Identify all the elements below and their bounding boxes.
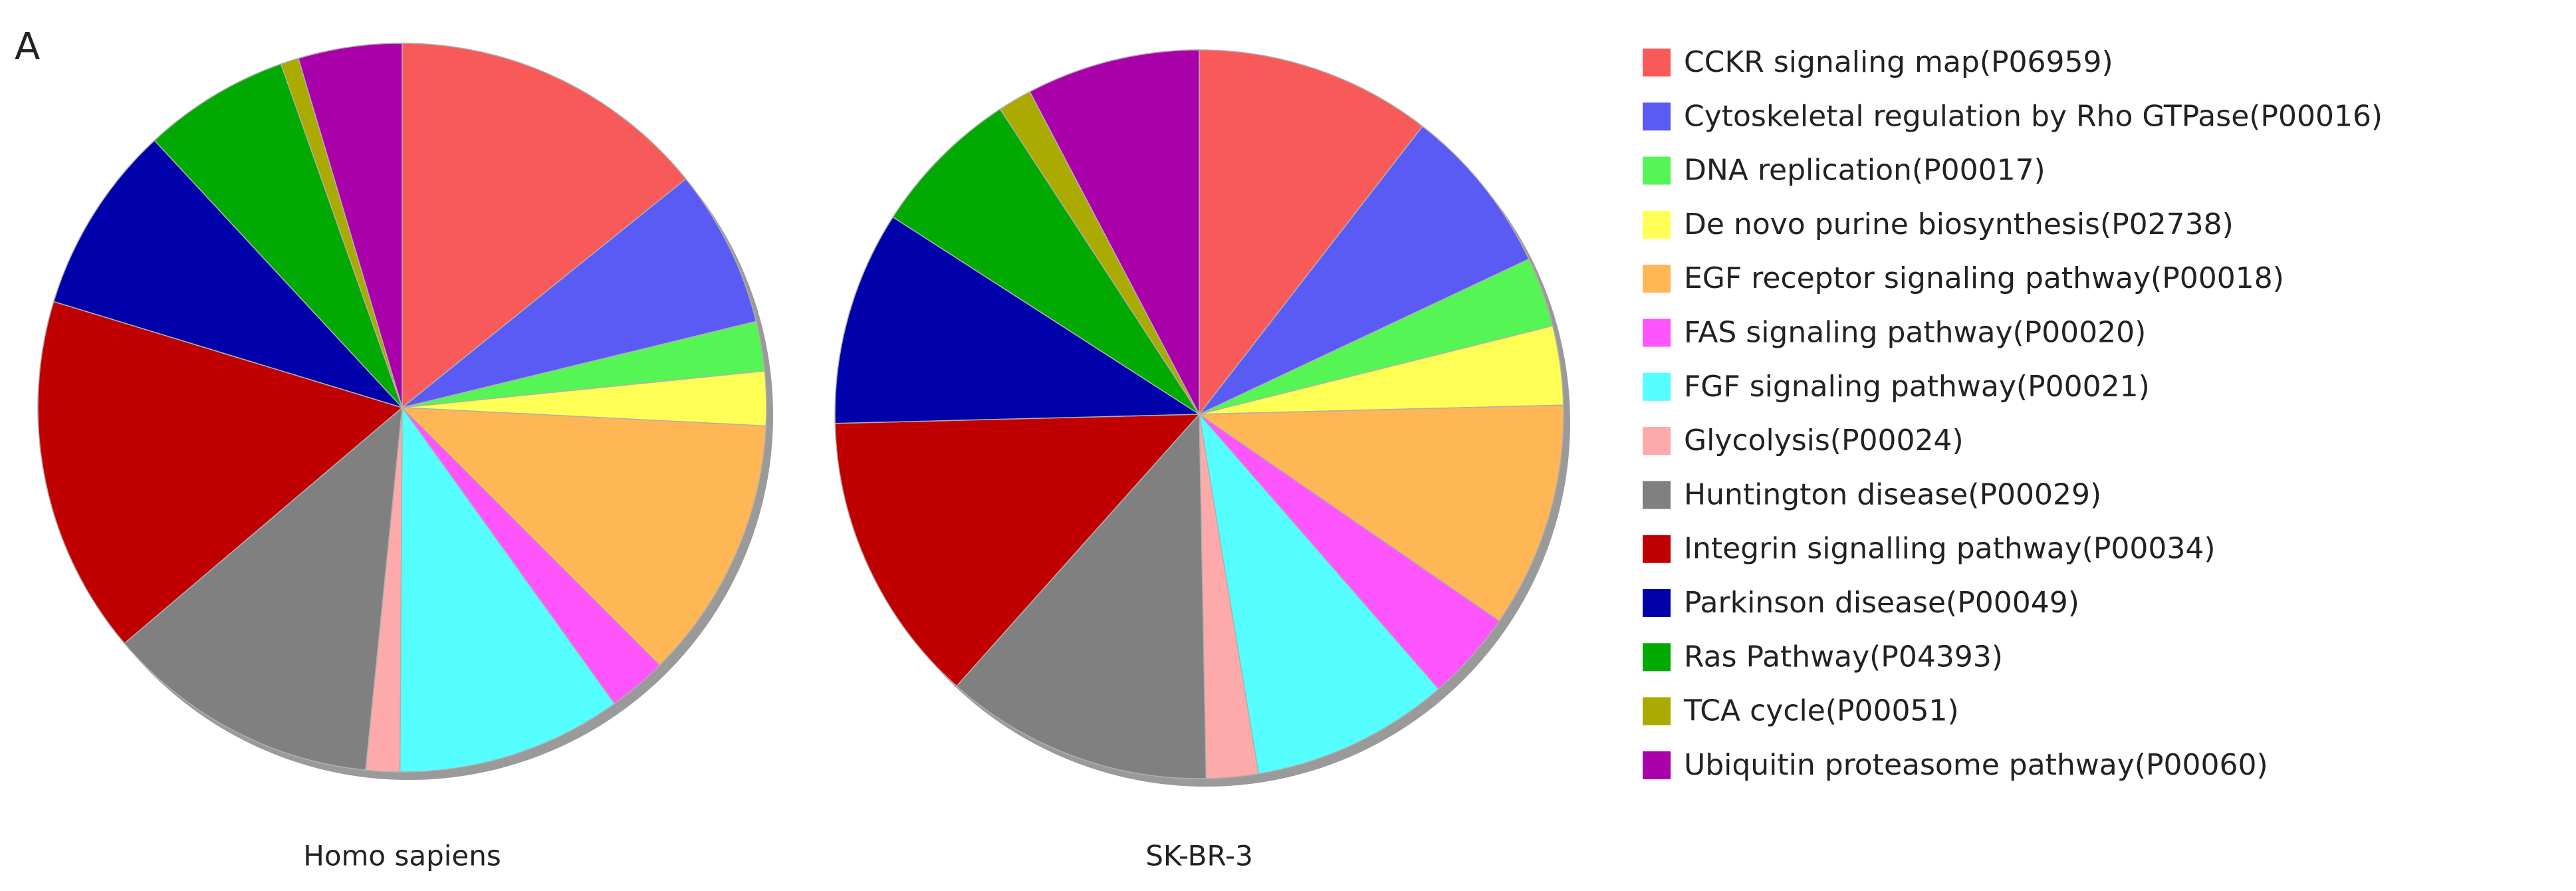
legend-label: CCKR signaling map(P06959) [1684,45,2113,79]
panel-label: A [15,25,40,68]
legend-label: Huntington disease(P00029) [1684,477,2101,511]
pie-slice [1029,49,1200,415]
legend-swatch [1643,318,1671,347]
legend-label: DNA replication(P00017) [1684,154,2046,188]
legend-swatch [1643,481,1671,509]
legend-label: TCA cycle(P00051) [1683,694,1959,728]
pie-slice [1197,404,1564,622]
legend-label: Parkinson disease(P00049) [1684,586,2079,620]
legend-swatch [1643,535,1671,563]
legend-swatch [1643,156,1671,185]
pie-slice [124,406,403,771]
legend-label: FAS signaling pathway(P00020) [1684,316,2146,350]
legend-swatch [1643,210,1671,239]
legend-label: Cytoskeletal regulation by Rho GTPase(P0… [1684,99,2383,133]
pie-slice [1199,125,1530,415]
pie-slice [1198,412,1439,775]
legend-label: De novo purine biosynthesis(P02738) [1684,207,2234,241]
legend-swatch [1643,372,1671,401]
legend-label: Ras Pathway(P04393) [1684,640,2003,674]
legend-label: Glycolysis(P00024) [1684,424,1964,457]
pie-title: SK-BR-3 [1145,840,1253,872]
legend-swatch [1643,697,1671,725]
legend-label: FGF signaling pathway(P00021) [1684,370,2150,404]
pie-slice [1199,49,1423,416]
legend-label: EGF receptor signaling pathway(P00018) [1684,261,2284,295]
pie-slice [834,414,1201,687]
legend-label: Ubiquitin proteasome pathway(P00060) [1684,748,2268,782]
pie-slice [892,108,1200,415]
legend-swatch [1643,265,1671,293]
legend-swatch [1643,589,1671,617]
pie-slice [834,216,1201,424]
legend-swatch [1643,643,1671,672]
pie-slice [399,406,616,773]
pie-slice [955,413,1207,779]
legend-swatch [1643,49,1671,76]
pie-title: Homo sapiens [303,840,501,872]
pie-slice [402,43,687,409]
pie-slice [401,407,767,666]
pie-slice [53,140,404,409]
legend-swatch [1643,102,1671,131]
pie-slice [154,63,403,408]
pie-slice [37,301,404,644]
legend-label: Integrin signalling pathway(P00034) [1684,532,2216,566]
pie-slice [297,43,403,408]
legend-swatch [1643,751,1671,779]
pie-slice [402,178,757,408]
legend-swatch [1643,427,1671,455]
